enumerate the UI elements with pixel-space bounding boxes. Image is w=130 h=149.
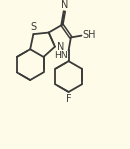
Text: HN: HN: [54, 51, 68, 60]
Text: SH: SH: [83, 30, 96, 40]
Text: N: N: [57, 42, 65, 52]
Text: F: F: [66, 94, 71, 104]
Text: N: N: [61, 0, 68, 10]
Text: S: S: [30, 22, 36, 32]
